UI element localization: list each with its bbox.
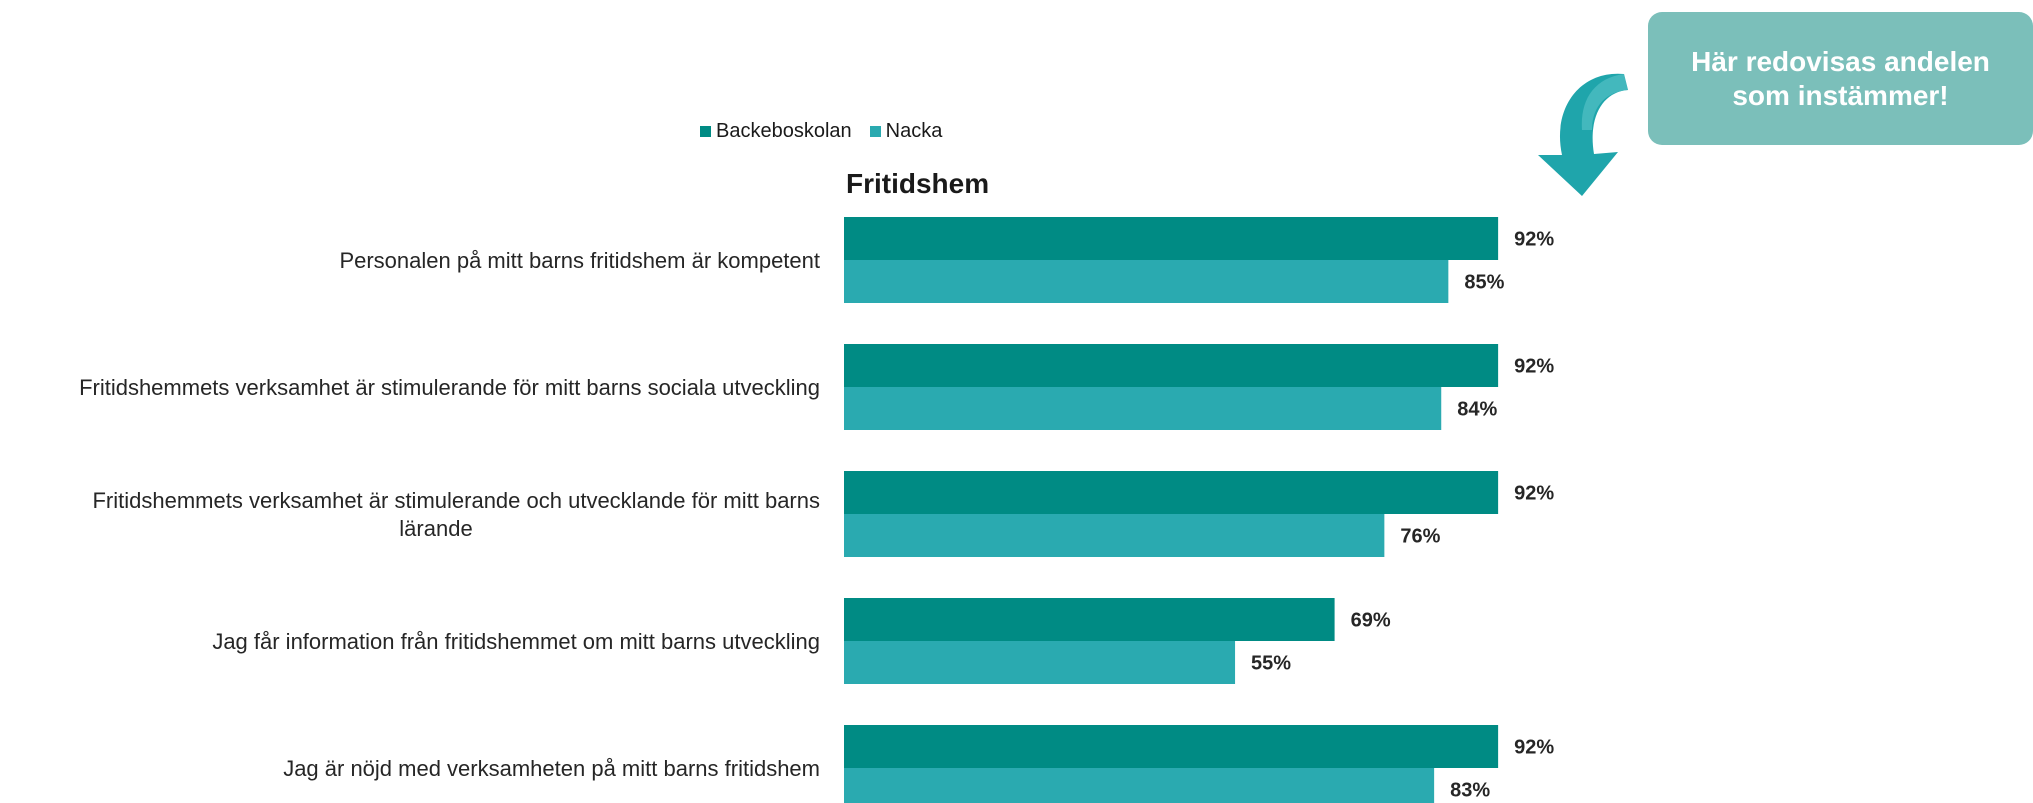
legend-item-backeboskolan: Backeboskolan [700, 120, 852, 143]
category-label-3: Jag får information från fritidshemmet o… [212, 629, 820, 654]
legend-swatch-backeboskolan [700, 126, 711, 137]
value-label-backeboskolan-1: 92% [1514, 356, 1554, 378]
bar-nacka-3 [844, 641, 1236, 684]
value-label-nacka-3: 55% [1251, 653, 1291, 675]
bar-nacka-4 [844, 768, 1435, 803]
bar-backeboskolan-0 [844, 217, 1499, 260]
category-label-4: Jag är nöjd med verksamheten på mitt bar… [283, 756, 820, 781]
bar-backeboskolan-2 [844, 471, 1499, 514]
value-label-backeboskolan-2: 92% [1514, 483, 1554, 505]
callout-box: Här redovisas andelen som instämmer! [1648, 12, 2033, 145]
category-label-2-line-0: Fritidshemmets verksamhet är stimulerand… [92, 488, 820, 513]
value-label-backeboskolan-3: 69% [1351, 610, 1391, 632]
value-label-backeboskolan-0: 92% [1514, 229, 1554, 251]
category-label-1: Fritidshemmets verksamhet är stimulerand… [79, 375, 820, 400]
curved-arrow-icon [1538, 73, 1628, 196]
legend-label-backeboskolan: Backeboskolan [716, 120, 852, 142]
legend-item-nacka: Nacka [869, 120, 943, 143]
category-label-2-line-1: lärande [399, 516, 472, 541]
value-label-nacka-2: 76% [1400, 526, 1440, 548]
bar-nacka-2 [844, 514, 1385, 557]
bar-nacka-0 [844, 260, 1449, 303]
bar-nacka-1 [844, 387, 1442, 430]
bar-backeboskolan-3 [844, 598, 1335, 641]
bar-backeboskolan-1 [844, 344, 1499, 387]
chart-legend: Backeboskolan Nacka [700, 120, 960, 143]
value-label-backeboskolan-4: 92% [1514, 737, 1554, 759]
chart-title: Fritidshem [846, 168, 990, 199]
bar-backeboskolan-4 [844, 725, 1499, 768]
category-label-0: Personalen på mitt barns fritidshem är k… [339, 248, 820, 273]
legend-label-nacka: Nacka [885, 120, 943, 142]
value-label-nacka-1: 84% [1457, 399, 1497, 421]
value-label-nacka-0: 85% [1464, 272, 1504, 294]
legend-swatch-nacka [869, 126, 881, 137]
value-label-nacka-4: 83% [1450, 780, 1490, 802]
